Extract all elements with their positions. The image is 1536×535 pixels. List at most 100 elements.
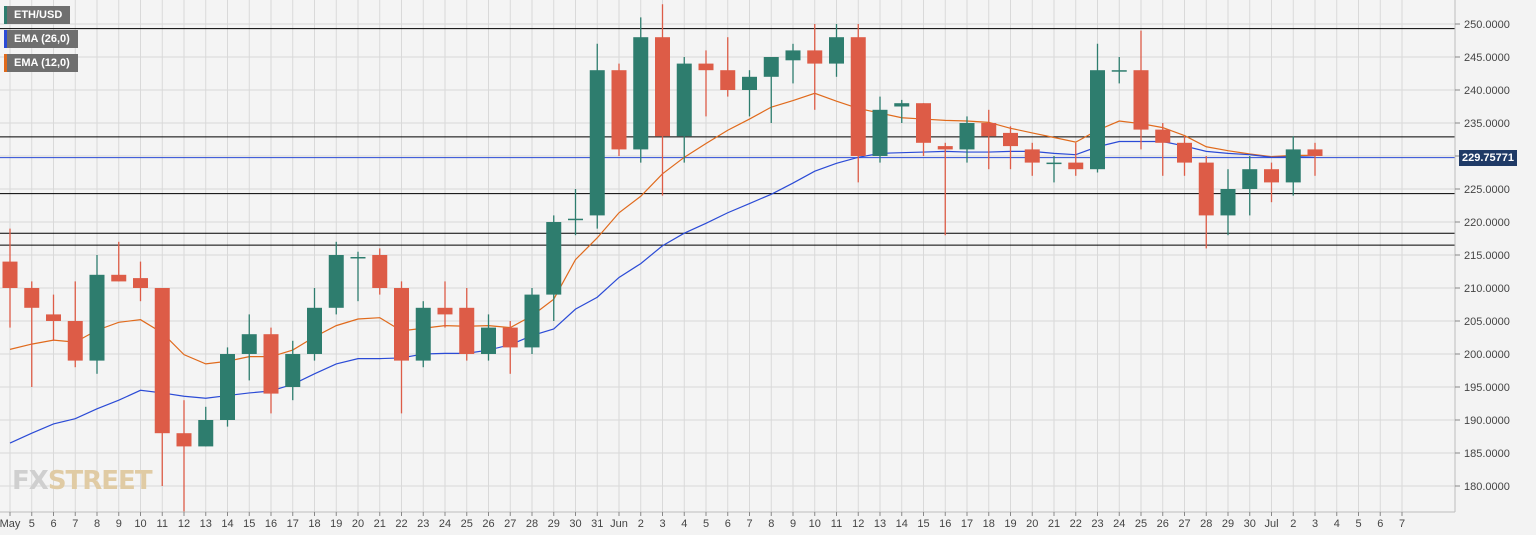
y-tick-label: 195.0000 — [1464, 382, 1510, 394]
x-tick-label: 6 — [1377, 518, 1383, 530]
x-tick-label: 20 — [352, 518, 364, 530]
fxstreet-logo: FXSTREET — [12, 466, 153, 496]
x-tick-label: 11 — [831, 518, 842, 530]
y-tick-label: 240.0000 — [1464, 85, 1510, 97]
candle-body — [698, 63, 714, 71]
legend-label: EMA (26,0) — [14, 33, 70, 45]
candle-body — [1003, 132, 1018, 147]
candle-body — [807, 50, 823, 64]
legend-swatch — [4, 6, 7, 24]
legend-label: ETH/USD — [14, 9, 63, 21]
candle-body — [328, 255, 344, 308]
candle-body — [67, 321, 83, 361]
candle-body — [916, 103, 931, 143]
candle-body — [763, 57, 779, 77]
candle-body — [111, 274, 127, 282]
candle-body — [589, 70, 605, 216]
candle-body — [568, 218, 583, 221]
legend-label: EMA (12,0) — [14, 57, 70, 69]
legend-eth-usd[interactable]: ETH/USD — [4, 6, 71, 24]
candle-body — [937, 146, 953, 150]
x-tick-label: 2 — [638, 518, 644, 530]
candle-body — [241, 334, 257, 354]
x-tick-label: 27 — [504, 518, 516, 530]
x-tick-label: 29 — [548, 518, 560, 530]
x-tick-label: 27 — [1178, 518, 1190, 530]
candle-body — [1177, 142, 1192, 163]
candle-body — [415, 307, 431, 361]
candle-body — [1068, 162, 1084, 170]
x-tick-label: 30 — [569, 518, 581, 530]
x-tick-label: 9 — [790, 518, 796, 530]
x-tick-label: 14 — [221, 518, 233, 530]
candle-body — [611, 70, 627, 150]
x-tick-label: 24 — [1113, 518, 1125, 530]
candle-body — [546, 222, 562, 295]
x-tick-label: 12 — [178, 518, 190, 530]
y-tick-label: 250.0000 — [1464, 19, 1510, 31]
x-tick-label: 3 — [1312, 518, 1318, 530]
x-tick-label: 9 — [116, 518, 122, 530]
x-tick-label: 13 — [874, 518, 886, 530]
horizontal-levels — [0, 28, 1455, 246]
candle-body — [24, 288, 40, 308]
y-tick-label: 215.0000 — [1464, 250, 1510, 262]
x-tick-label: 19 — [330, 518, 342, 530]
x-tick-label: 6 — [725, 518, 731, 530]
y-tick-label: 245.0000 — [1464, 52, 1510, 64]
x-tick-label: 5 — [703, 518, 709, 530]
x-tick-label: 26 — [482, 518, 494, 530]
candle-body — [676, 63, 692, 137]
x-tick-label: 23 — [1091, 518, 1103, 530]
candle-body — [959, 123, 975, 150]
legend-ema-26[interactable]: EMA (26,0) — [4, 30, 78, 48]
candle-body — [1111, 70, 1127, 72]
x-tick-label: 13 — [200, 518, 212, 530]
legend-ema-12[interactable]: EMA (12,0) — [4, 54, 78, 72]
candle-body — [133, 278, 148, 288]
x-tick-label: 10 — [134, 518, 146, 530]
candle-body — [1220, 189, 1236, 216]
x-tick-label: 14 — [896, 518, 908, 530]
candle-body — [1155, 129, 1171, 143]
y-tick-label: 220.0000 — [1464, 217, 1510, 229]
candle-body — [459, 307, 475, 354]
candle-body — [524, 294, 540, 348]
candle-body — [176, 433, 192, 447]
x-tick-label: 7 — [72, 518, 78, 530]
candle-body — [829, 37, 844, 64]
candle-body — [655, 37, 670, 137]
x-tick-label: 16 — [939, 518, 951, 530]
x-tick-label: 30 — [1244, 518, 1256, 530]
y-tick-label: 205.0000 — [1464, 316, 1510, 328]
x-tick-label: 4 — [1334, 518, 1340, 530]
x-tick-label: 29 — [1222, 518, 1234, 530]
axes: 180.0000 185.0000 190.0000 195.0000 200.0000… — [0, 0, 1510, 530]
x-tick-label: 22 — [1070, 518, 1082, 530]
x-tick-label: 21 — [1048, 518, 1060, 530]
x-tick-label: 17 — [961, 518, 973, 530]
candle-body — [720, 70, 736, 90]
candle-body — [285, 354, 301, 387]
candle-body — [198, 420, 214, 447]
candle-body — [1133, 70, 1149, 130]
logo-part-street: STREET — [47, 466, 153, 496]
x-tick-label: 24 — [439, 518, 451, 530]
logo-part-fx: FX — [12, 466, 49, 496]
candle-body — [2, 261, 18, 288]
x-tick-label: 10 — [809, 518, 821, 530]
x-tick-label: 5 — [1355, 518, 1361, 530]
x-tick-label: 12 — [852, 518, 864, 530]
x-tick-label: 7 — [746, 518, 752, 530]
candle-body — [481, 327, 496, 354]
candle-body — [502, 327, 518, 348]
x-tick-label: 18 — [983, 518, 995, 530]
candle-body — [850, 37, 866, 157]
y-tick-label: 225.0000 — [1464, 184, 1510, 196]
x-tick-label: 21 — [374, 518, 386, 530]
candle-body — [1198, 162, 1214, 216]
x-tick-label: 8 — [768, 518, 774, 530]
x-tick-label: 28 — [1200, 518, 1212, 530]
